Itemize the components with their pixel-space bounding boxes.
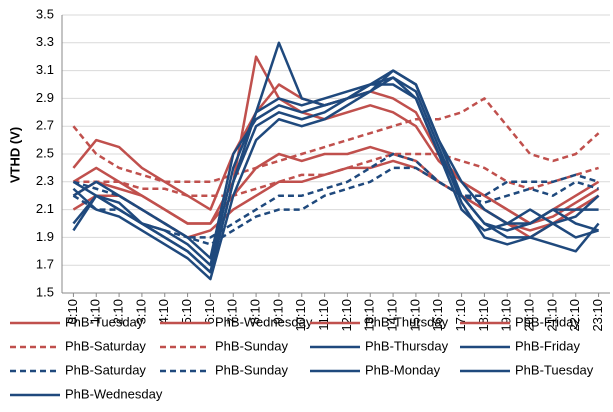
x-tick-label: 2:10 [111, 299, 126, 324]
x-tick-label: 9:10 [270, 299, 285, 324]
y-tick-label: 1.5 [36, 284, 54, 299]
y-tick-label: 2.5 [36, 145, 54, 160]
x-tick-label: 4:10 [156, 299, 171, 324]
x-tick-label: 1:10 [88, 299, 103, 324]
series-line [72, 55, 600, 225]
x-tick-label: 14:10 [385, 299, 400, 332]
legend-label: PhB-Tuesday [515, 362, 594, 377]
legend-label: PhB-Sunday [215, 338, 288, 353]
x-tick-label: 12:10 [339, 299, 354, 332]
x-tick-label: 15:10 [407, 299, 422, 332]
legend-label: PhB-Sunday [215, 362, 288, 377]
series-line [72, 76, 599, 281]
x-tick-label: 22:10 [567, 299, 582, 332]
series-line [72, 166, 599, 246]
x-tick-label: 10:10 [293, 299, 308, 332]
legend-label: PhB-Wednesday [215, 314, 313, 329]
legend-label: PhB-Tuesday [65, 314, 144, 329]
series-line [72, 69, 599, 267]
x-tick-label: 23:10 [590, 299, 605, 332]
series-line [72, 83, 600, 260]
y-tick-label: 3.3 [36, 34, 54, 49]
y-tick-label: 2.3 [36, 173, 54, 188]
y-tick-label: 1.9 [36, 229, 54, 244]
legend-label: PhB-Friday [515, 314, 581, 329]
legend-label: PhB-Wednesday [65, 386, 163, 401]
x-tick-label: 18:10 [476, 299, 491, 332]
x-tick-label: 11:10 [316, 299, 331, 331]
x-tick-label: 6:10 [202, 299, 217, 324]
x-tick-label: 21:10 [544, 299, 559, 332]
x-tick-label: 16:10 [430, 299, 445, 332]
y-tick-label: 2.9 [36, 90, 54, 105]
x-tick-label: 20:10 [522, 299, 537, 332]
x-tick-label: 5:10 [179, 299, 194, 324]
x-tick-label: 8:10 [248, 299, 263, 324]
y-axis-label: VTHD (V) [7, 127, 22, 183]
x-tick-label: 17:10 [453, 299, 468, 332]
legend-label: PhB-Thursday [365, 338, 449, 353]
y-tick-label: 1.7 [36, 257, 54, 272]
legend-label: PhB-Thursday [365, 314, 449, 329]
x-tick-label: 0:10 [65, 299, 80, 324]
y-tick-label: 3.1 [36, 62, 54, 77]
x-tick-label: 3:10 [133, 299, 148, 324]
y-tick-label: 2.1 [36, 201, 54, 216]
y-tick-label: 2.7 [36, 118, 54, 133]
x-tick-label: 7:10 [225, 299, 240, 324]
series-line [73, 152, 599, 197]
x-tick-label: 19:10 [499, 299, 514, 332]
legend-label: PhB-Monday [365, 362, 441, 377]
legend-label: PhB-Friday [515, 338, 581, 353]
x-tick-label: 13:10 [362, 299, 377, 332]
legend-label: PhB-Saturday [65, 362, 146, 377]
series-line [73, 152, 599, 239]
legend-label: PhB-Saturday [65, 338, 146, 353]
y-tick-label: 3.5 [36, 6, 54, 21]
